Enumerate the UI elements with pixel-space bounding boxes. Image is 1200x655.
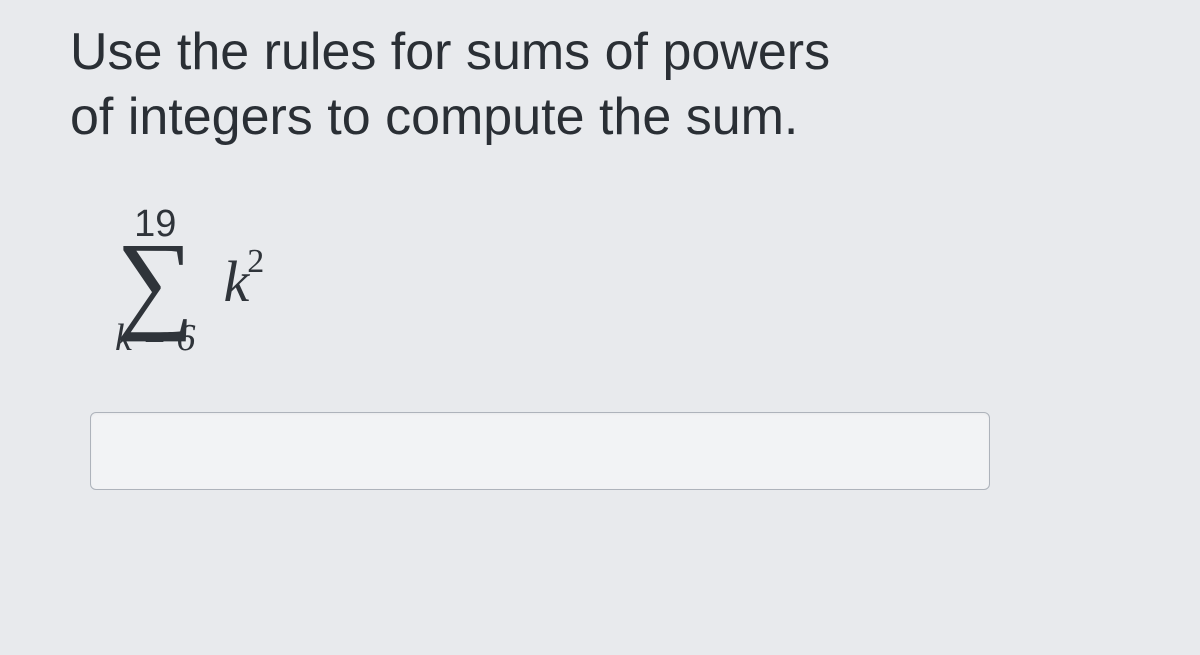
question-text: Use the rules for sums of powers of inte… [70, 20, 1130, 150]
question-line-2: of integers to compute the sum. [70, 88, 798, 146]
sigma-icon: ∑ [116, 237, 194, 325]
term-base: k [224, 249, 250, 314]
term-exponent: 2 [247, 243, 264, 280]
sigma-block: 19 ∑ k = 6 [115, 205, 196, 357]
answer-input[interactable] [90, 412, 990, 490]
question-container: Use the rules for sums of powers of inte… [0, 0, 1200, 655]
question-line-1: Use the rules for sums of powers [70, 23, 830, 81]
summand-term: k2 [224, 248, 267, 315]
summation-formula: 19 ∑ k = 6 k2 [115, 205, 1130, 357]
sum-lower-limit: k = 6 [115, 319, 196, 357]
